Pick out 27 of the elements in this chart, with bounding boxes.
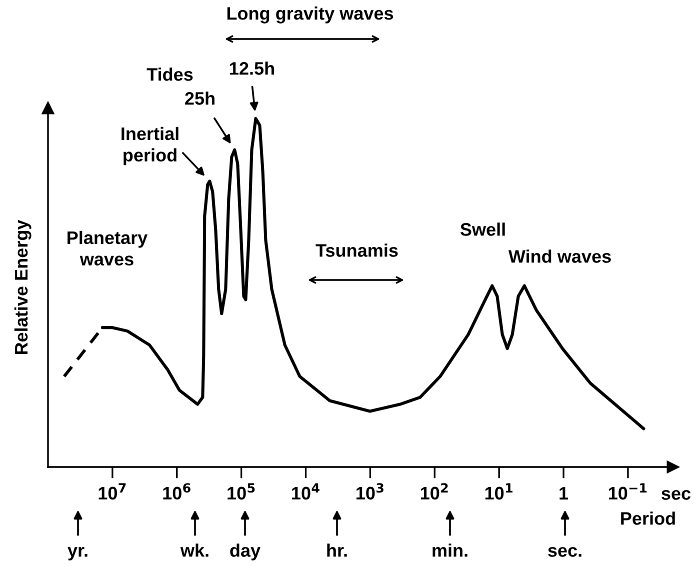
text: Long gravity waves bbox=[227, 6, 394, 24]
text: sec. bbox=[548, 546, 582, 557]
text: hr. bbox=[327, 544, 347, 557]
x-axis-title: Period bbox=[621, 512, 675, 525]
text: Tides bbox=[146, 68, 193, 81]
text: yr. bbox=[68, 546, 88, 560]
x-tick-label: 1 bbox=[560, 487, 568, 500]
x-tick-label: 10$^{2}$ bbox=[420, 483, 448, 500]
annotation: Tsunamis bbox=[316, 244, 398, 257]
annotation: Swell bbox=[460, 222, 505, 236]
text: day bbox=[230, 544, 260, 560]
text: min. bbox=[432, 544, 468, 557]
x-tick-label: 10$^{5}$ bbox=[228, 483, 255, 500]
x-tick-label: 10$^{7}$ bbox=[98, 483, 126, 500]
text: wk. bbox=[180, 544, 208, 557]
text: sec bbox=[662, 490, 691, 500]
annotation: Wind waves bbox=[508, 250, 611, 263]
annotation: Inertial period bbox=[122, 126, 178, 166]
y-axis-title: Relative Energy bbox=[14, 220, 32, 354]
x-tick-label: 10$^{1}$ bbox=[485, 483, 512, 500]
x-tick-label: 10$^{4}$ bbox=[292, 483, 320, 500]
annotation: 12.5h bbox=[230, 62, 274, 75]
x-tick-label: 10$^{3}$ bbox=[356, 483, 384, 500]
x-tick-label: 10$^{−1}$ bbox=[608, 483, 647, 500]
annotation: Planetary waves bbox=[68, 230, 148, 266]
x-tick-label: 10$^{6}$ bbox=[163, 483, 190, 500]
annotation: 25h bbox=[185, 92, 214, 105]
